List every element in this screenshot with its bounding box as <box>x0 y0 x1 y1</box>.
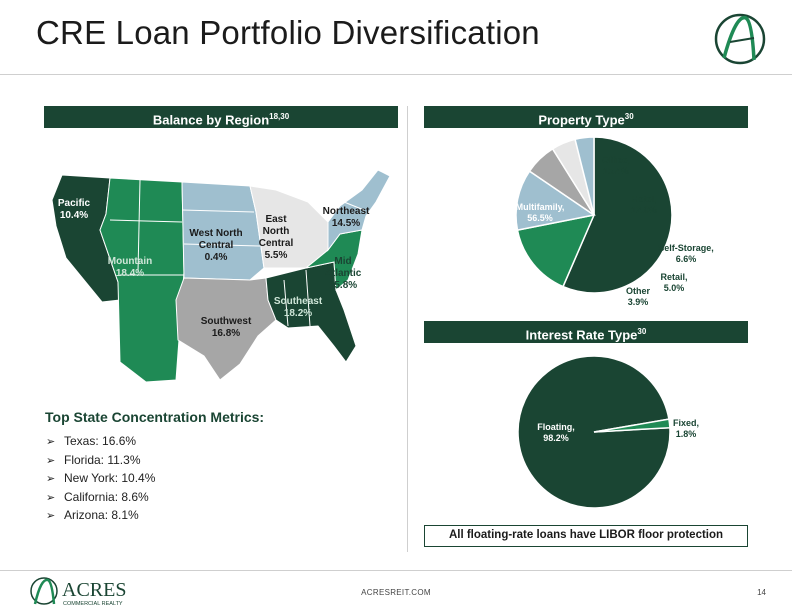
data-label-self-storage: Self-Storage, 6.6% <box>658 243 714 264</box>
pie-slice-multifamily <box>562 136 673 294</box>
interest-rate-header: Interest Rate Type30 <box>424 321 748 343</box>
metrics-title: Top State Concentration Metrics: <box>45 409 265 425</box>
arrow-bullet-icon: ➢ <box>46 491 56 504</box>
property-type-header: Property Type30 <box>424 106 748 128</box>
us-region-map <box>51 169 391 383</box>
arrow-bullet-icon: ➢ <box>46 473 56 485</box>
libor-floor-note: All floating-rate loans have LIBOR floor… <box>424 525 748 547</box>
map-label-northeast: Northeast 14.5% <box>322 206 370 229</box>
acres-logo-footer: ACRES COMMERCIAL REALTY <box>30 577 126 607</box>
metrics-list: ➢ Texas: 16.6% ➢ Florida: 11.3% ➢ New York:… <box>46 432 155 525</box>
map-label-southeast: Southeast 18.2% <box>273 296 323 319</box>
map-label-east-north-central: East North Central 5.5% <box>258 214 294 261</box>
data-label-multifamily: Multifamily, 56.5% <box>516 202 565 223</box>
footer-url: ACRESREIT.COM <box>361 588 431 597</box>
list-item: ➢ California: 8.6% <box>46 488 155 507</box>
data-label-floating: Floating, 98.2% <box>537 422 575 443</box>
pie-slice-office <box>516 213 596 288</box>
pie-slice-fixed <box>593 418 671 433</box>
interest-rate-pie-chart: Floating, 98.2% Fixed, 1.8% <box>517 356 699 509</box>
page-number: 14 <box>757 588 766 597</box>
map-label-southwest: Southwest 16.8% <box>200 316 252 339</box>
list-item: ➢ Arizona: 8.1% <box>46 506 155 525</box>
region-header: Balance by Region18,30 <box>44 106 398 128</box>
data-label-office: Office, 15.4% <box>602 155 630 176</box>
map-label-west-north-central: West North Central 0.4% <box>189 228 243 263</box>
arrow-bullet-icon: ➢ <box>46 436 56 448</box>
data-label-other: Other 3.9% <box>626 286 651 307</box>
list-item: ➢ New York: 10.4% <box>46 469 155 488</box>
footer-logo-text: ACRES <box>62 579 126 601</box>
arrow-bullet-icon: ➢ <box>46 454 56 467</box>
data-label-hotel: Hotel, 12.6% <box>631 194 657 215</box>
list-item: ➢ Florida: 11.3% <box>46 451 155 470</box>
property-type-pie-chart: Multifamily, 56.5% Office, 15.4%Hotel, 12.6%… <box>515 136 714 307</box>
title-rule <box>0 74 792 75</box>
map-label-mountain: Mountain 18.4% <box>107 256 153 279</box>
column-divider <box>407 106 408 552</box>
data-label-retail: Retail, 5.0% <box>660 272 687 293</box>
page-title: CRE Loan Portfolio Diversification <box>36 14 540 51</box>
footer-rule <box>0 570 792 571</box>
map-label-pacific: Pacific 10.4% <box>57 198 91 221</box>
footer-logo-subtext: COMMERCIAL REALTY <box>63 601 123 607</box>
acres-logo-top <box>714 13 766 65</box>
data-label-fixed: Fixed, 1.8% <box>673 418 699 439</box>
pie-slice-hotel <box>515 170 596 231</box>
list-item: ➢ Texas: 16.6% <box>46 432 155 451</box>
arrow-bullet-icon: ➢ <box>46 510 56 522</box>
map-label-mid-atlantic: Mid Atlantic 15.8% <box>324 256 362 291</box>
pie-slice-other <box>574 136 595 216</box>
